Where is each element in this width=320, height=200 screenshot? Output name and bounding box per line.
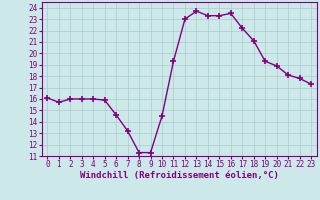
X-axis label: Windchill (Refroidissement éolien,°C): Windchill (Refroidissement éolien,°C) — [80, 171, 279, 180]
